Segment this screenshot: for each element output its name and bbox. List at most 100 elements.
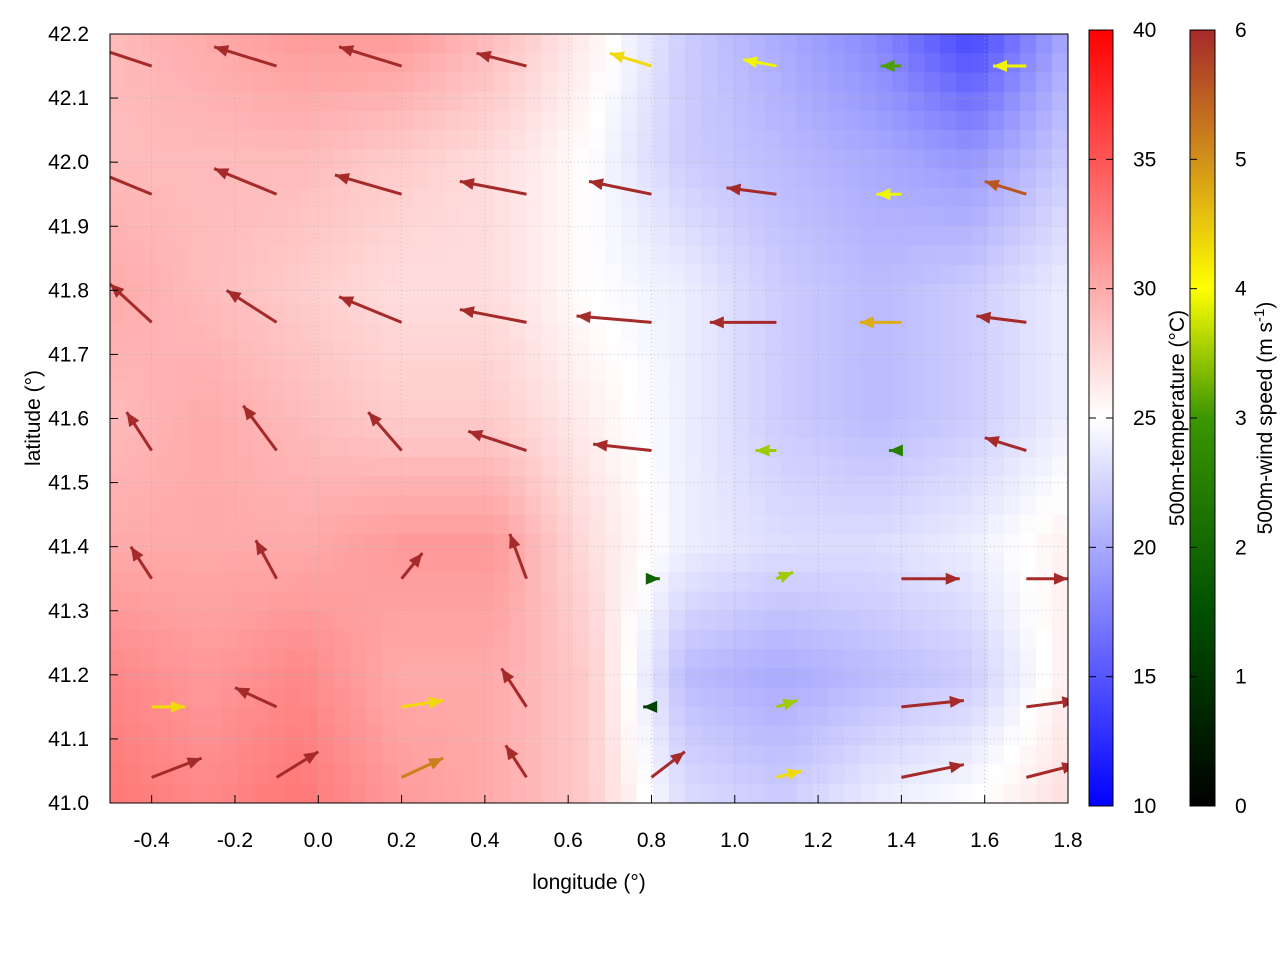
heatmap-cell — [141, 149, 159, 170]
heatmap-cell — [700, 591, 718, 612]
heatmap-cell — [604, 283, 622, 304]
heatmap-cell — [445, 360, 462, 381]
wind-vector-head — [645, 572, 660, 585]
heatmap-cell — [141, 706, 159, 727]
heatmap-cell — [1052, 706, 1068, 727]
heatmap-cell — [477, 264, 494, 285]
heatmap-cell — [924, 437, 941, 458]
heatmap-cell — [237, 726, 255, 746]
heatmap-cell — [237, 783, 255, 803]
heatmap-cell — [157, 399, 175, 420]
heatmap-cell — [509, 572, 526, 593]
heatmap-cell — [860, 649, 877, 670]
y-tick-label: 42.0 — [48, 151, 89, 174]
heatmap-cell — [205, 360, 223, 381]
heatmap-cell — [1036, 264, 1053, 285]
heatmap-cell — [1020, 283, 1037, 304]
heatmap-cell — [876, 764, 893, 785]
heatmap-cell — [557, 360, 574, 381]
heatmap-cell — [924, 34, 941, 54]
heatmap-cell — [620, 303, 638, 323]
heatmap-cell — [285, 264, 303, 285]
heatmap-cell — [1004, 380, 1021, 400]
heatmap-cell — [716, 668, 734, 689]
wind-vector-head — [110, 283, 125, 298]
heatmap-cell — [189, 437, 207, 458]
heatmap-cell — [301, 706, 319, 727]
heatmap-cell — [828, 668, 846, 689]
heatmap-cell — [940, 245, 957, 266]
heatmap-cell — [141, 649, 159, 670]
heatmap-cell — [205, 649, 223, 670]
heatmap-cell — [253, 783, 271, 803]
heatmap-cell — [429, 110, 446, 131]
heatmap-cell — [924, 207, 941, 227]
heatmap-cell — [509, 341, 526, 362]
heatmap-cell — [828, 91, 846, 112]
heatmap-cell — [573, 476, 590, 496]
heatmap-cell — [493, 226, 510, 247]
heatmap-cell — [477, 514, 494, 535]
heatmap-cell — [557, 34, 574, 54]
heatmap-cell — [1036, 418, 1053, 439]
heatmap-cell — [477, 72, 494, 93]
heatmap-cell — [349, 610, 367, 631]
heatmap-cell — [972, 53, 989, 74]
heatmap-cell — [876, 706, 893, 727]
heatmap-cell — [349, 264, 367, 285]
heatmap-cell — [141, 610, 159, 631]
heatmap-cell — [764, 264, 782, 285]
heatmap-cell — [477, 706, 494, 727]
heatmap-cell — [285, 610, 303, 631]
heatmap-cell — [748, 533, 766, 554]
heatmap-cell — [189, 226, 207, 247]
heatmap-cell — [269, 399, 287, 420]
heatmap-cell — [876, 34, 893, 54]
heatmap-cell — [604, 649, 622, 670]
heatmap-cell — [189, 610, 207, 631]
heatmap-cell — [365, 553, 383, 573]
heatmap-cell — [221, 456, 239, 477]
heatmap-cell — [589, 226, 606, 247]
heatmap-cell — [110, 360, 127, 381]
heatmap-cell — [317, 34, 335, 54]
heatmap-cell — [317, 495, 335, 516]
heatmap-cell — [1020, 476, 1037, 496]
heatmap-cell — [892, 745, 909, 766]
wind-vector — [367, 411, 403, 452]
heatmap-cell — [684, 726, 702, 746]
heatmap-cell — [557, 168, 574, 189]
heatmap-cell — [796, 610, 814, 631]
heatmap-cell — [237, 668, 255, 689]
heatmap-cell — [237, 264, 255, 285]
wind-vector — [984, 179, 1027, 196]
y-tick-label: 41.5 — [48, 472, 89, 495]
heatmap-cell — [1052, 437, 1068, 458]
heatmap-cell — [1052, 187, 1068, 208]
heatmap-cell — [1036, 610, 1053, 631]
heatmap-cell — [541, 264, 558, 285]
heatmap-cell — [141, 456, 159, 477]
heatmap-cell — [541, 207, 558, 227]
heatmap-cell — [844, 437, 862, 458]
heatmap-cell — [205, 91, 223, 112]
heatmap-cell — [988, 495, 1005, 516]
heatmap-cell — [189, 668, 207, 689]
heatmap-cell — [684, 610, 702, 631]
heatmap-cell — [940, 283, 957, 304]
heatmap-cell — [525, 591, 542, 612]
heatmap-cell — [636, 764, 654, 785]
heatmap-cell — [716, 187, 734, 208]
heatmap-cell — [604, 476, 622, 496]
heatmap-cell — [525, 726, 542, 746]
heatmap-cell — [125, 745, 143, 766]
heatmap-cell — [157, 687, 175, 708]
heatmap-cell — [573, 322, 590, 343]
heatmap-cell — [732, 322, 750, 343]
heatmap-cell — [477, 399, 494, 420]
wind-vector-head — [643, 700, 658, 713]
heatmap-cell — [716, 130, 734, 150]
heatmap-cell — [509, 360, 526, 381]
heatmap-cell — [668, 533, 686, 554]
heatmap-cell — [620, 283, 638, 304]
